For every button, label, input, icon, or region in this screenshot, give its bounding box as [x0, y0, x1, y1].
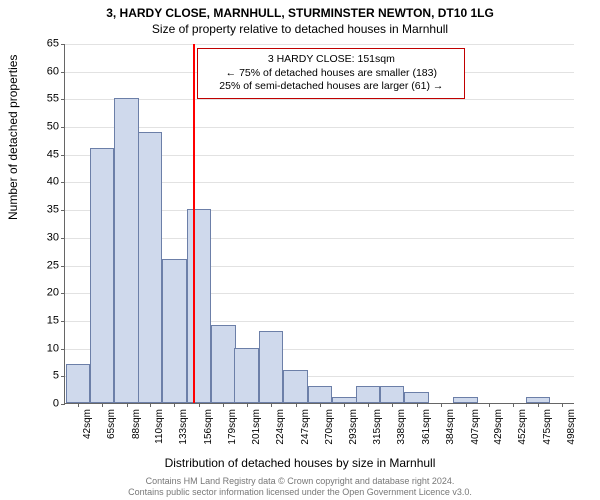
- annotation-line3: 25% of semi-detached houses are larger (…: [206, 80, 456, 94]
- ytick-label: 45: [35, 149, 65, 160]
- plot-area: 0510152025303540455055606542sqm65sqm88sq…: [64, 44, 574, 404]
- xtick-mark: [320, 403, 321, 407]
- xtick-mark: [466, 403, 467, 407]
- xtick-mark: [296, 403, 297, 407]
- histogram-bar: [187, 209, 211, 403]
- xtick-label: 133sqm: [178, 409, 189, 445]
- histogram-bar: [404, 392, 428, 403]
- ytick-label: 60: [35, 66, 65, 77]
- xtick-label: 452sqm: [517, 409, 528, 445]
- xtick-mark: [392, 403, 393, 407]
- gridline: [65, 44, 574, 45]
- ytick-label: 50: [35, 122, 65, 133]
- xtick-mark: [344, 403, 345, 407]
- ytick-label: 25: [35, 260, 65, 271]
- histogram-bar: [234, 348, 258, 403]
- xtick-label: 42sqm: [82, 409, 93, 439]
- xtick-mark: [247, 403, 248, 407]
- histogram-bar: [114, 98, 138, 403]
- xtick-label: 315sqm: [372, 409, 383, 445]
- footer-attribution: Contains HM Land Registry data © Crown c…: [0, 476, 600, 498]
- xtick-mark: [417, 403, 418, 407]
- xtick-label: 65sqm: [106, 409, 117, 439]
- ytick-label: 30: [35, 232, 65, 243]
- xtick-mark: [562, 403, 563, 407]
- ytick-label: 20: [35, 288, 65, 299]
- xtick-mark: [223, 403, 224, 407]
- xtick-mark: [78, 403, 79, 407]
- xtick-mark: [127, 403, 128, 407]
- xtick-label: 110sqm: [154, 409, 165, 444]
- histogram-bar: [356, 386, 380, 403]
- histogram-bar: [283, 370, 307, 403]
- ytick-label: 15: [35, 315, 65, 326]
- histogram-bar: [308, 386, 332, 403]
- footer-line1: Contains HM Land Registry data © Crown c…: [0, 476, 600, 487]
- xtick-label: 498sqm: [566, 409, 577, 445]
- chart-title-line2: Size of property relative to detached ho…: [0, 22, 600, 36]
- xtick-label: 247sqm: [300, 409, 311, 445]
- xtick-label: 338sqm: [396, 409, 407, 445]
- xtick-mark: [150, 403, 151, 407]
- xtick-mark: [441, 403, 442, 407]
- footer-line2: Contains public sector information licen…: [0, 487, 600, 498]
- histogram-bar: [162, 259, 186, 403]
- ytick-label: 35: [35, 205, 65, 216]
- xtick-mark: [174, 403, 175, 407]
- ytick-label: 55: [35, 94, 65, 105]
- xtick-label: 293sqm: [348, 409, 359, 445]
- xtick-label: 156sqm: [203, 409, 214, 445]
- reference-line: [193, 44, 195, 403]
- gridline: [65, 99, 574, 100]
- xtick-label: 361sqm: [421, 409, 432, 445]
- histogram-bar: [211, 325, 235, 403]
- xtick-mark: [199, 403, 200, 407]
- xtick-mark: [271, 403, 272, 407]
- y-axis-label: Number of detached properties: [6, 55, 20, 220]
- annotation-line1: 3 HARDY CLOSE: 151sqm: [206, 53, 456, 67]
- histogram-bar: [90, 148, 114, 403]
- annotation-line2: ← 75% of detached houses are smaller (18…: [206, 67, 456, 81]
- xtick-label: 201sqm: [251, 409, 262, 445]
- histogram-bar: [380, 386, 404, 403]
- xtick-mark: [538, 403, 539, 407]
- histogram-bar: [66, 364, 90, 403]
- xtick-label: 88sqm: [131, 409, 142, 439]
- xtick-label: 407sqm: [470, 409, 481, 445]
- ytick-label: 40: [35, 177, 65, 188]
- xtick-label: 384sqm: [445, 409, 456, 445]
- ytick-label: 65: [35, 39, 65, 50]
- xtick-label: 270sqm: [324, 409, 335, 445]
- ytick-label: 10: [35, 343, 65, 354]
- histogram-bar: [259, 331, 283, 403]
- ytick-label: 5: [35, 371, 65, 382]
- xtick-mark: [102, 403, 103, 407]
- gridline: [65, 127, 574, 128]
- chart-title-line1: 3, HARDY CLOSE, MARNHULL, STURMINSTER NE…: [0, 6, 600, 20]
- xtick-mark: [513, 403, 514, 407]
- xtick-label: 429sqm: [493, 409, 504, 445]
- xtick-label: 475sqm: [542, 409, 553, 445]
- annotation-box: 3 HARDY CLOSE: 151sqm ← 75% of detached …: [197, 48, 465, 99]
- histogram-bar: [138, 132, 162, 403]
- xtick-label: 224sqm: [275, 409, 286, 445]
- xtick-mark: [368, 403, 369, 407]
- xtick-mark: [489, 403, 490, 407]
- ytick-label: 0: [35, 399, 65, 410]
- x-axis-label: Distribution of detached houses by size …: [0, 456, 600, 470]
- xtick-label: 179sqm: [227, 409, 238, 445]
